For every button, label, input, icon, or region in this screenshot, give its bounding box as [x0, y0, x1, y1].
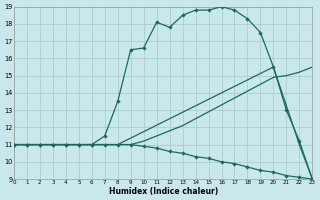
X-axis label: Humidex (Indice chaleur): Humidex (Indice chaleur) — [108, 187, 218, 196]
